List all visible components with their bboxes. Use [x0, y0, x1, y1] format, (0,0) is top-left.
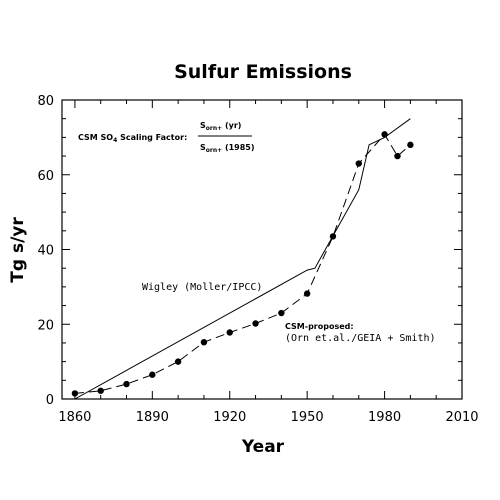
csm-data-point	[407, 141, 414, 149]
x-tick-label: 1920	[213, 410, 246, 425]
csm-data-point	[381, 131, 388, 138]
csm-proposed-line	[74, 133, 411, 394]
y-tick-label: 20	[37, 318, 54, 333]
x-tick-label: 2010	[445, 410, 478, 425]
x-tick-label: 1950	[291, 410, 324, 425]
csm-data-point	[394, 152, 401, 160]
axis-ticks: 1860 1890 1920 1950 1980 2010 0 20 40 60 80	[37, 94, 478, 425]
y-tick-label: 60	[37, 169, 54, 184]
csm-data-point	[149, 371, 156, 378]
y-tick-label: 40	[37, 244, 54, 259]
scaling-numerator: Sorn+ (yr)	[200, 121, 241, 132]
y-tick-label: 0	[46, 393, 54, 408]
csm-data-point	[252, 320, 259, 327]
csm-data-point	[278, 309, 285, 317]
csm-data-point	[200, 338, 208, 346]
x-axis-label: Year	[241, 437, 285, 457]
x-tick-label: 1860	[58, 410, 91, 425]
csm-data-point	[71, 390, 79, 397]
y-axis-label: Tg s/yr	[8, 217, 28, 283]
csm-data-point	[123, 380, 130, 388]
csm-series-label-line1: CSM-proposed:	[285, 322, 354, 331]
wigley-series-label: Wigley (Moller/IPCC)	[142, 282, 262, 293]
y-tick-label: 80	[37, 94, 54, 109]
x-tick-label: 1980	[368, 410, 401, 425]
plot-frame	[61, 99, 463, 400]
scaling-denominator: Sorn+ (1985)	[200, 143, 255, 154]
chart-title: Sulfur Emissions	[174, 61, 352, 83]
csm-data-point	[97, 387, 104, 394]
csm-data-point	[303, 290, 311, 297]
csm-data-point	[329, 233, 337, 240]
csm-data-point	[355, 160, 362, 167]
csm-series-label-line2: (Orn et.al./GEIA + Smith)	[285, 333, 436, 344]
scaling-factor-label: CSM SO4 Scaling Factor:	[78, 133, 187, 144]
x-tick-label: 1890	[136, 410, 169, 425]
series-layer	[71, 118, 414, 400]
csm-data-point	[174, 358, 182, 365]
csm-data-point	[226, 329, 233, 336]
